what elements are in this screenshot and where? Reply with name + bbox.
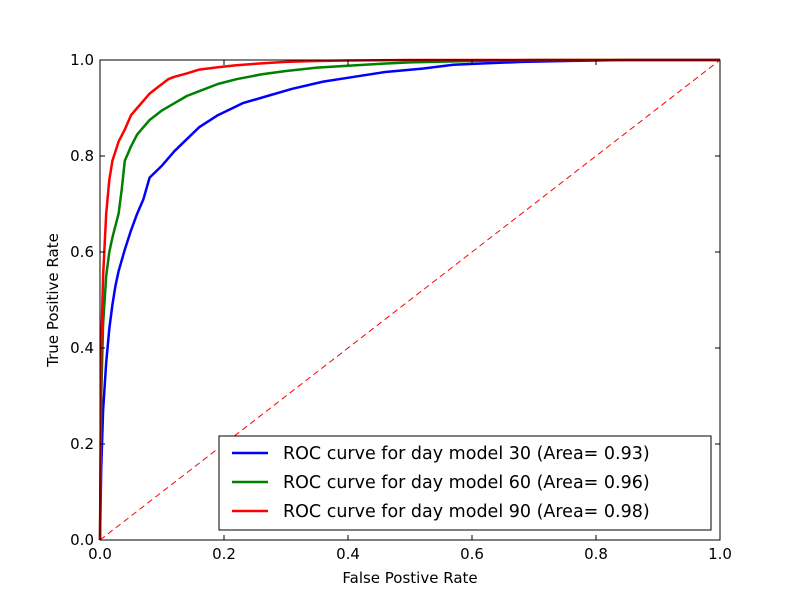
legend-box bbox=[218, 435, 712, 531]
axes-frame bbox=[99, 59, 721, 541]
y-tick-label: 1.0 bbox=[70, 51, 94, 69]
legend-label-model-30: ROC curve for day model 30 (Area= 0.93) bbox=[283, 444, 650, 464]
legend: ROC curve for day model 30 (Area= 0.93) … bbox=[218, 435, 712, 531]
x-tick-label: 0.8 bbox=[584, 545, 608, 563]
y-tick-label: 0.8 bbox=[70, 147, 94, 165]
legend-label-model-60: ROC curve for day model 60 (Area= 0.96) bbox=[283, 473, 650, 493]
x-axis-label: False Postive Rate bbox=[342, 569, 477, 587]
roc-line-model-60 bbox=[98, 58, 720, 541]
plot-area: 0.0 0.2 0.4 0.6 0.8 1.0 0.0 0.2 0.4 0.6 0.8 1.0 bbox=[70, 51, 732, 563]
legend-label-model-90: ROC curve for day model 90 (Area= 0.98) bbox=[283, 502, 650, 522]
y-tick-label: 0.0 bbox=[70, 531, 94, 549]
x-tick-label: 0.0 bbox=[88, 545, 112, 563]
x-tick-label: 0.6 bbox=[460, 545, 484, 563]
x-tick-label: 0.2 bbox=[212, 545, 236, 563]
x-tick-label: 0.4 bbox=[336, 545, 360, 563]
y-tick-label: 0.2 bbox=[70, 435, 94, 453]
y-tick-label: 0.6 bbox=[70, 243, 94, 261]
roc-line-model-30 bbox=[98, 58, 720, 541]
ticks-layer: 0.0 0.2 0.4 0.6 0.8 1.0 0.0 0.2 0.4 0.6 0.8 1.0 bbox=[70, 51, 732, 563]
y-axis-label: True Positive Rate bbox=[44, 233, 62, 368]
y-tick-label: 0.4 bbox=[70, 339, 94, 357]
reference-diagonal-line bbox=[99, 59, 721, 541]
x-tick-label: 1.0 bbox=[708, 545, 732, 563]
